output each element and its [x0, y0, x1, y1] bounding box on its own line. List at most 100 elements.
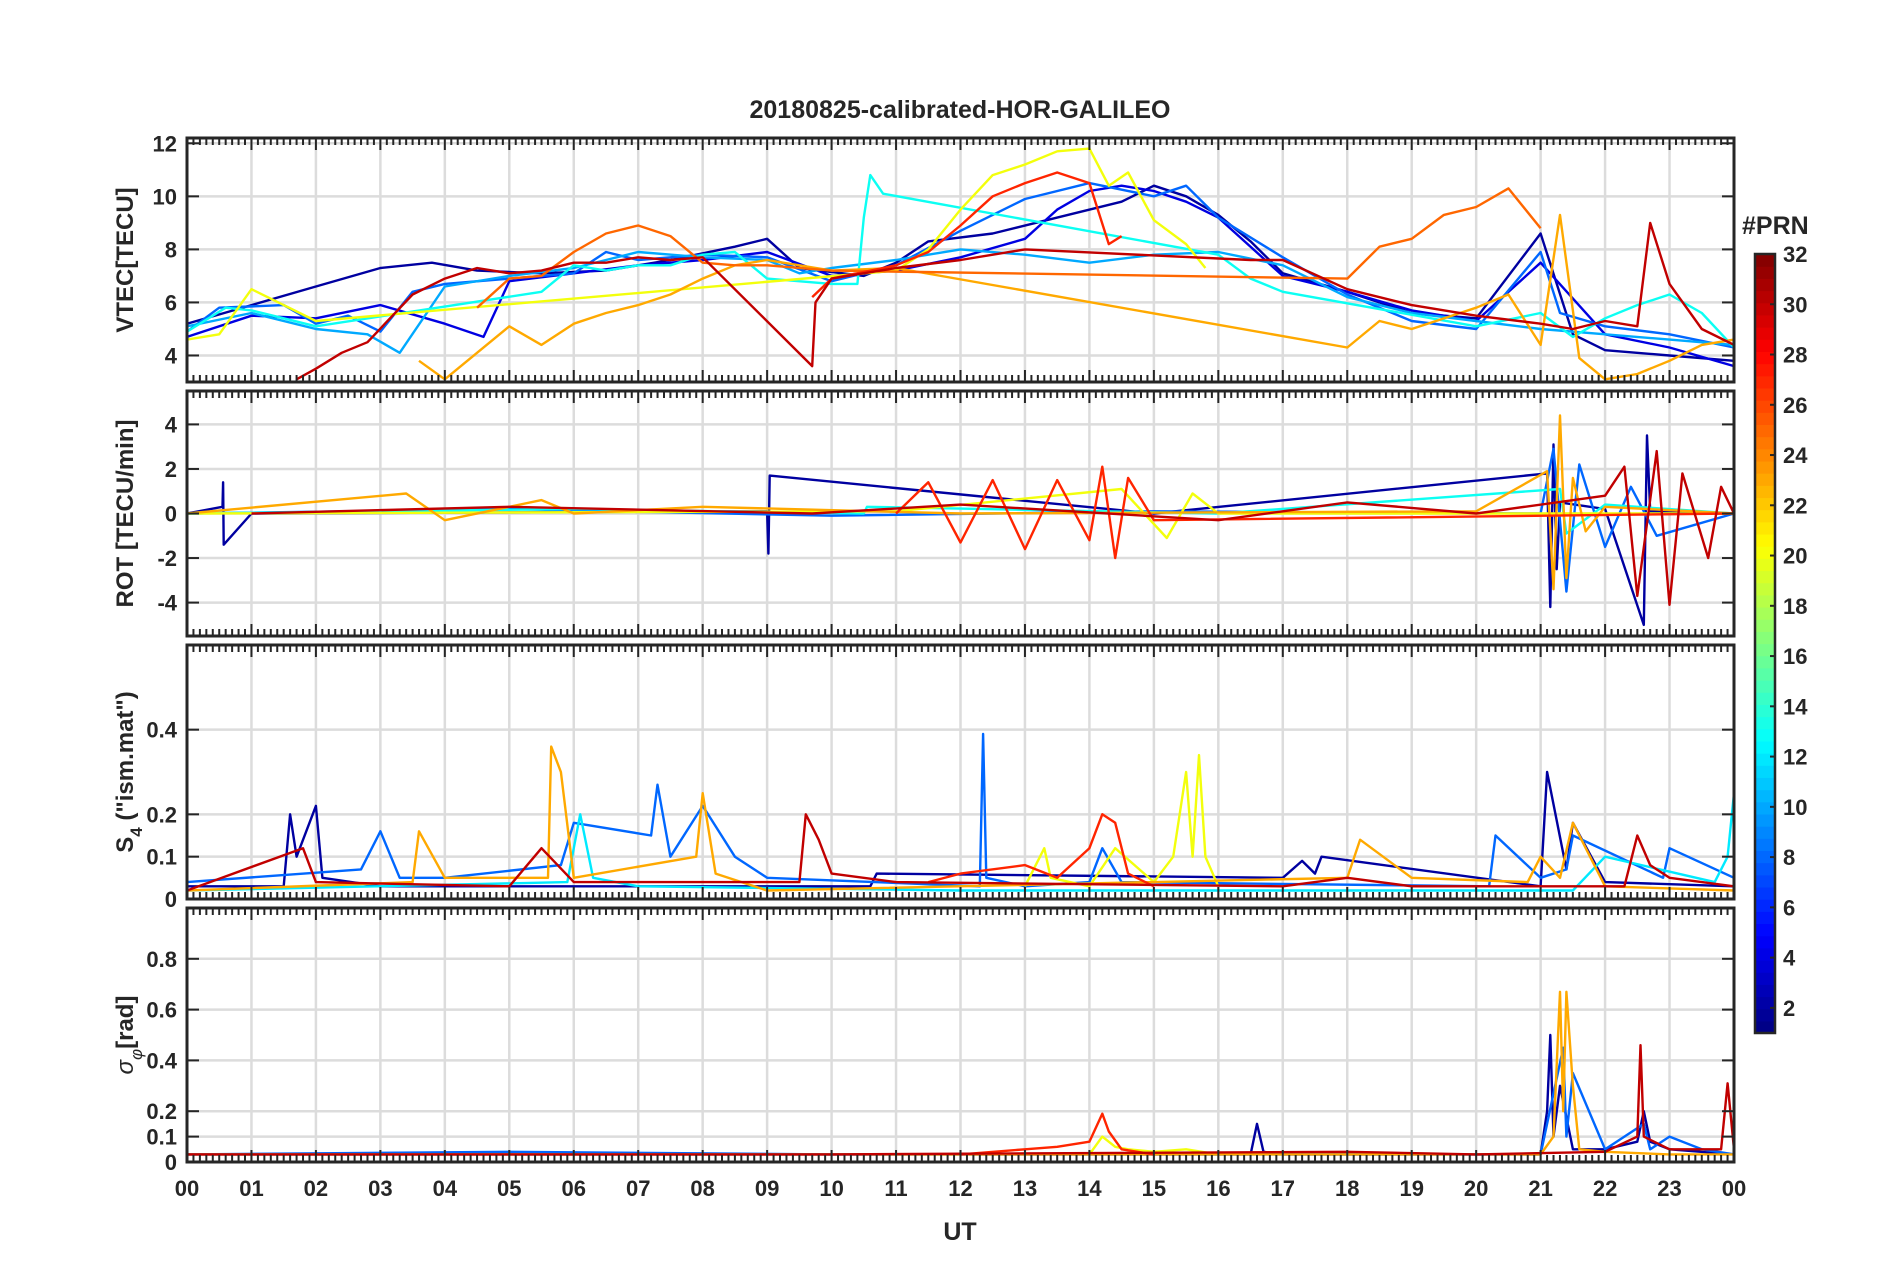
x-tick-label: 16 — [1206, 1176, 1230, 1201]
colorbar-swatch — [1755, 582, 1775, 596]
x-tick-label: 08 — [690, 1176, 714, 1201]
colorbar-frame — [1753, 252, 1777, 1035]
colorbar-tick-label: 2 — [1783, 996, 1795, 1021]
series-line-prn-30 — [251, 449, 1734, 606]
grid — [185, 908, 1736, 1164]
series-line-prn-20 — [187, 147, 1207, 341]
colorbar-swatch — [1755, 838, 1775, 852]
colorbar-swatch — [1755, 826, 1775, 839]
colorbar-swatch — [1755, 278, 1775, 292]
x-tick-label: 10 — [819, 1176, 843, 1201]
colorbar-swatch — [1755, 266, 1775, 279]
x-tick-label: 06 — [562, 1176, 586, 1201]
series-line-prn-30 — [187, 813, 1734, 892]
y-axis-label: VTEC[TECU] — [112, 187, 139, 332]
colorbar-swatch — [1755, 509, 1775, 523]
colorbar-swatch — [1755, 801, 1775, 815]
colorbar-swatch — [1755, 375, 1775, 389]
colorbar-swatch — [1755, 655, 1775, 669]
y-tick-label: -4 — [157, 591, 177, 616]
x-tick-label: 18 — [1335, 1176, 1359, 1201]
colorbar-swatch — [1755, 302, 1775, 316]
y-tick-label: 0.2 — [146, 1099, 177, 1124]
colorbar-swatch — [1755, 935, 1775, 949]
x-tick-label: 01 — [239, 1176, 263, 1201]
colorbar-swatch — [1755, 606, 1775, 620]
series-group — [187, 147, 1734, 381]
x-tick-label: 19 — [1399, 1176, 1423, 1201]
colorbar-swatch — [1755, 643, 1775, 657]
colorbar-swatch — [1755, 813, 1775, 827]
colorbar-swatch — [1755, 716, 1775, 730]
y-tick-label: 10 — [153, 184, 177, 209]
series-line-prn-13 — [187, 173, 1734, 349]
series-group — [187, 414, 1734, 627]
colorbar-swatch — [1755, 594, 1775, 608]
x-tick-label: 00 — [175, 1176, 199, 1201]
colorbar-swatch — [1755, 1020, 1775, 1034]
colorbar-swatch — [1755, 740, 1775, 754]
colorbar-swatch — [1755, 850, 1775, 864]
x-tick-label: 04 — [433, 1176, 458, 1201]
colorbar-tick-label: 26 — [1783, 393, 1807, 418]
y-tick-label: 4 — [165, 412, 178, 437]
y-axis-label: S4 ("ism.mat") — [112, 691, 146, 853]
colorbar-swatch — [1755, 667, 1775, 681]
colorbar-tick-label: 20 — [1783, 544, 1807, 569]
x-tick-label: 09 — [755, 1176, 779, 1201]
colorbar-swatch — [1755, 339, 1775, 352]
colorbar-swatch — [1755, 412, 1775, 426]
panel-2: -4 -2 0 2 4 ROT [TECU/min] — [112, 389, 1736, 638]
y-tick-label: 0.2 — [146, 802, 177, 827]
x-tick-label: 14 — [1077, 1176, 1102, 1201]
colorbar-tick-label: 32 — [1783, 242, 1807, 267]
colorbar-swatch — [1755, 886, 1775, 900]
series-line-prn-27 — [927, 813, 1155, 888]
y-tick-label: 0.1 — [146, 1125, 177, 1150]
colorbar-tick-label: 24 — [1783, 443, 1808, 468]
colorbar-swatch — [1755, 777, 1775, 791]
colorbar-swatch — [1755, 996, 1775, 1010]
colorbar-swatch — [1755, 314, 1775, 328]
colorbar-tick-label: 10 — [1783, 795, 1807, 820]
y-tick-label: 0.4 — [146, 718, 177, 743]
colorbar-tick-label: 14 — [1783, 694, 1808, 719]
colorbar-swatch — [1755, 753, 1775, 766]
colorbar-swatch — [1755, 680, 1775, 693]
colorbar-swatch — [1755, 874, 1775, 888]
series-line-prn-30 — [296, 221, 1734, 381]
colorbar-swatch — [1755, 424, 1775, 438]
colorbar-tick-label: 30 — [1783, 292, 1807, 317]
colorbar-swatch — [1755, 387, 1775, 401]
series-line-prn-2 — [187, 184, 1734, 362]
series-line-prn-27 — [811, 171, 1123, 298]
colorbar-swatch — [1755, 485, 1775, 499]
y-tick-label: 6 — [165, 290, 177, 315]
x-axis-label: UT — [943, 1218, 976, 1246]
y-tick-label: -2 — [157, 546, 177, 571]
series-line-prn-27 — [960, 1112, 1155, 1156]
colorbar-swatch — [1755, 473, 1775, 486]
colorbar-tick-label: 22 — [1783, 493, 1807, 518]
colorbar-swatch — [1755, 363, 1775, 377]
y-tick-label: 0 — [165, 887, 177, 912]
y-tick-label: 4 — [165, 343, 178, 368]
colorbar-swatch — [1755, 972, 1775, 985]
y-tick-label: 0.4 — [146, 1048, 177, 1073]
y-tick-label: 0.1 — [146, 845, 177, 870]
x-tick-label: 20 — [1464, 1176, 1488, 1201]
x-tick-label: 13 — [1013, 1176, 1037, 1201]
series-line-prn-23 — [418, 213, 1734, 381]
colorbar-swatch — [1755, 558, 1775, 572]
y-tick-label: 8 — [165, 237, 177, 262]
colorbar-swatch — [1755, 911, 1775, 925]
series-line-prn-23 — [187, 745, 1734, 892]
x-tick-label: 07 — [626, 1176, 650, 1201]
x-tick-label: 05 — [497, 1176, 521, 1201]
y-tick-label: 12 — [153, 131, 177, 156]
colorbar-swatch — [1755, 899, 1775, 912]
colorbar-swatch — [1755, 984, 1775, 998]
